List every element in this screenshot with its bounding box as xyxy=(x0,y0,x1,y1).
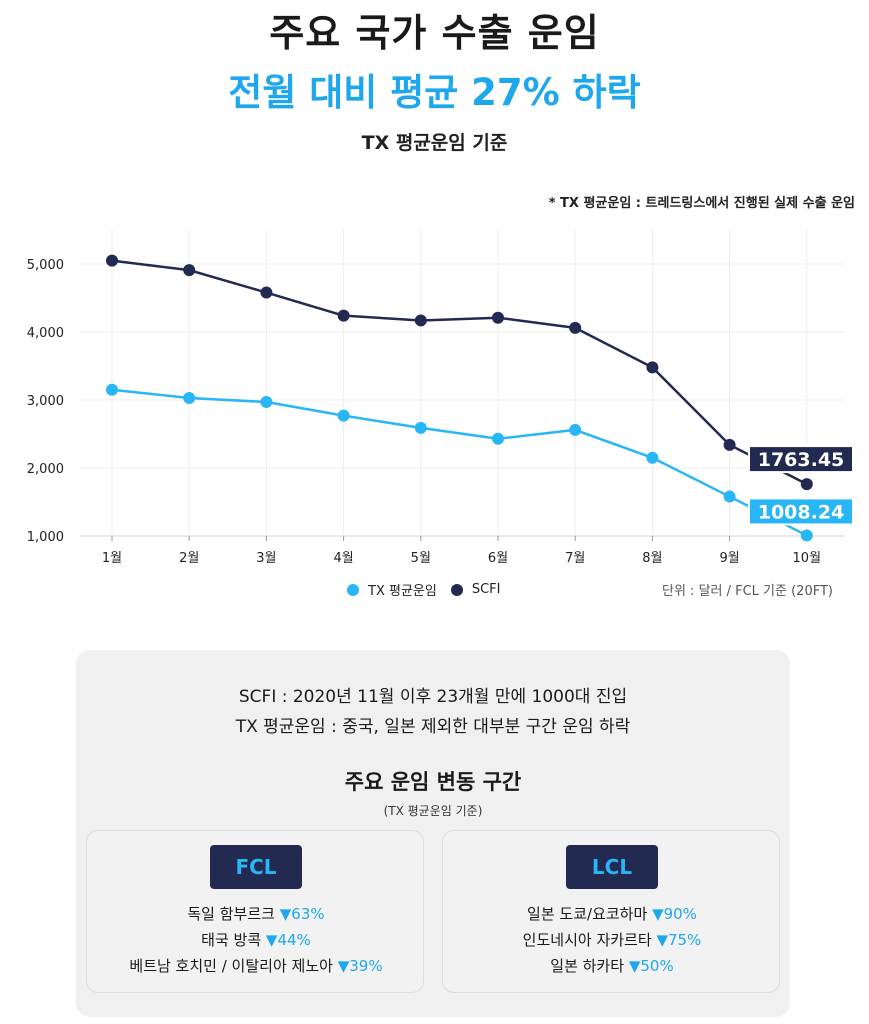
unit-note: 단위 : 달러 / FCL 기준 (20FT) xyxy=(662,584,833,599)
x-tick-label: 9월 xyxy=(719,551,739,566)
y-tick-label: 1,000 xyxy=(27,530,64,545)
legend-dot-tx xyxy=(347,583,359,596)
fcl-badge: FCL xyxy=(210,845,302,889)
route-change: ▼63% xyxy=(279,905,325,923)
route-change: ▼90% xyxy=(652,905,697,923)
y-tick-label: 5,000 xyxy=(27,258,64,273)
data-point xyxy=(414,421,427,434)
list-item: 독일 함부르크 ▼63% xyxy=(87,903,425,924)
y-tick-label: 3,000 xyxy=(27,394,64,409)
series-line-scfi xyxy=(111,259,808,486)
data-point xyxy=(414,314,427,327)
value-label-box xyxy=(748,497,854,526)
data-point xyxy=(492,311,504,324)
legend-label-scfi: SCFI xyxy=(471,582,501,597)
route-name: 일본 하카타 xyxy=(550,957,625,975)
route-name: 일본 도쿄/요코하마 xyxy=(527,905,648,923)
series-line-tx xyxy=(111,388,808,537)
x-tick-label: 10월 xyxy=(793,551,822,566)
summary-line-tx: TX 평균운임 : 중국, 일본 제외한 대부분 구간 운임 하락 xyxy=(235,717,631,737)
x-tick-label: 5월 xyxy=(411,551,431,566)
list-item: 일본 하카타 ▼50% xyxy=(443,955,781,976)
data-point xyxy=(260,286,273,299)
x-tick-label: 1월 xyxy=(102,551,122,566)
panel-subtitle: (TX 평균운임 기준) xyxy=(383,804,483,818)
value-label: 1008.24 xyxy=(758,501,845,523)
route-change: ▼75% xyxy=(656,931,702,949)
data-point xyxy=(800,478,813,491)
data-point xyxy=(337,309,350,322)
list-item: 일본 도쿄/요코하마 ▼90% xyxy=(443,903,781,924)
legend-label-tx: TX 평균운임 xyxy=(368,584,437,599)
value-label-box xyxy=(748,445,854,474)
x-tick-label: 4월 xyxy=(333,551,353,566)
panel-title: 주요 운임 변동 구간 xyxy=(344,770,522,794)
lcl-box: LCL 일본 도쿄/요코하마 ▼90% 인도네시아 자카르타 ▼75% 일본 하… xyxy=(442,830,780,993)
data-point xyxy=(800,529,813,542)
data-point xyxy=(569,423,582,436)
route-change: ▼50% xyxy=(628,957,674,975)
list-item: 태국 방콕 ▼44% xyxy=(87,929,425,950)
basis-caption: TX 평균운임 기준 xyxy=(361,132,508,154)
route-name: 인도네시아 자카르타 xyxy=(522,931,652,949)
data-point xyxy=(646,361,659,374)
y-tick-label: 2,000 xyxy=(27,462,64,477)
data-point xyxy=(183,264,196,277)
data-point xyxy=(106,383,118,396)
x-tick-label: 8월 xyxy=(642,551,662,566)
data-point xyxy=(646,451,659,464)
fcl-box: FCL 독일 함부르크 ▼63% 태국 방콕 ▼44% 베트남 호치민 / 이탈… xyxy=(86,830,424,993)
route-name: 독일 함부르크 xyxy=(187,905,275,923)
route-name: 베트남 호치민 / 이탈리아 제노아 xyxy=(129,957,333,975)
freight-line-chart: 1,000 2,000 3,000 4,000 5,000 1월 2월 3월 4월 5월 6월 7월 8… xyxy=(27,230,854,566)
list-item: 베트남 호치민 / 이탈리아 제노아 ▼39% xyxy=(87,955,425,976)
data-point xyxy=(492,432,504,445)
data-point xyxy=(260,396,273,409)
legend-item-tx: TX 평균운임 xyxy=(347,580,437,599)
data-point xyxy=(183,391,196,404)
x-tick-label: 7월 xyxy=(565,551,585,566)
route-name: 태국 방콕 xyxy=(201,931,262,949)
route-change: ▼44% xyxy=(265,931,311,949)
chart-legend: TX 평균운임 SCFI xyxy=(347,580,514,599)
x-tick-label: 6월 xyxy=(488,551,508,566)
y-tick-label: 4,000 xyxy=(27,326,64,341)
footnote: * TX 평균운임 : 트레드링스에서 진행된 실제 수출 운임 xyxy=(548,196,855,211)
x-tick-label: 3월 xyxy=(256,551,276,566)
page-subtitle: 전월 대비 평균 27% 하락 xyxy=(228,71,641,114)
summary-panel: SCFI : 2020년 11월 이후 23개월 만에 1000대 진입 TX … xyxy=(76,650,790,1017)
data-point xyxy=(337,409,350,422)
value-label: 1763.45 xyxy=(758,449,845,471)
data-point xyxy=(569,321,582,334)
legend-item-scfi: SCFI xyxy=(450,582,501,597)
page-title: 주요 국가 수출 운임 xyxy=(269,11,600,55)
legend-dot-scfi xyxy=(450,583,463,596)
data-point xyxy=(723,490,736,503)
route-change: ▼39% xyxy=(337,957,383,975)
x-tick-label: 2월 xyxy=(179,551,199,566)
lcl-badge: LCL xyxy=(566,845,658,889)
list-item: 인도네시아 자카르타 ▼75% xyxy=(443,929,781,950)
summary-line-scfi: SCFI : 2020년 11월 이후 23개월 만에 1000대 진입 xyxy=(238,687,628,707)
data-point xyxy=(723,438,736,451)
data-point xyxy=(106,254,118,267)
